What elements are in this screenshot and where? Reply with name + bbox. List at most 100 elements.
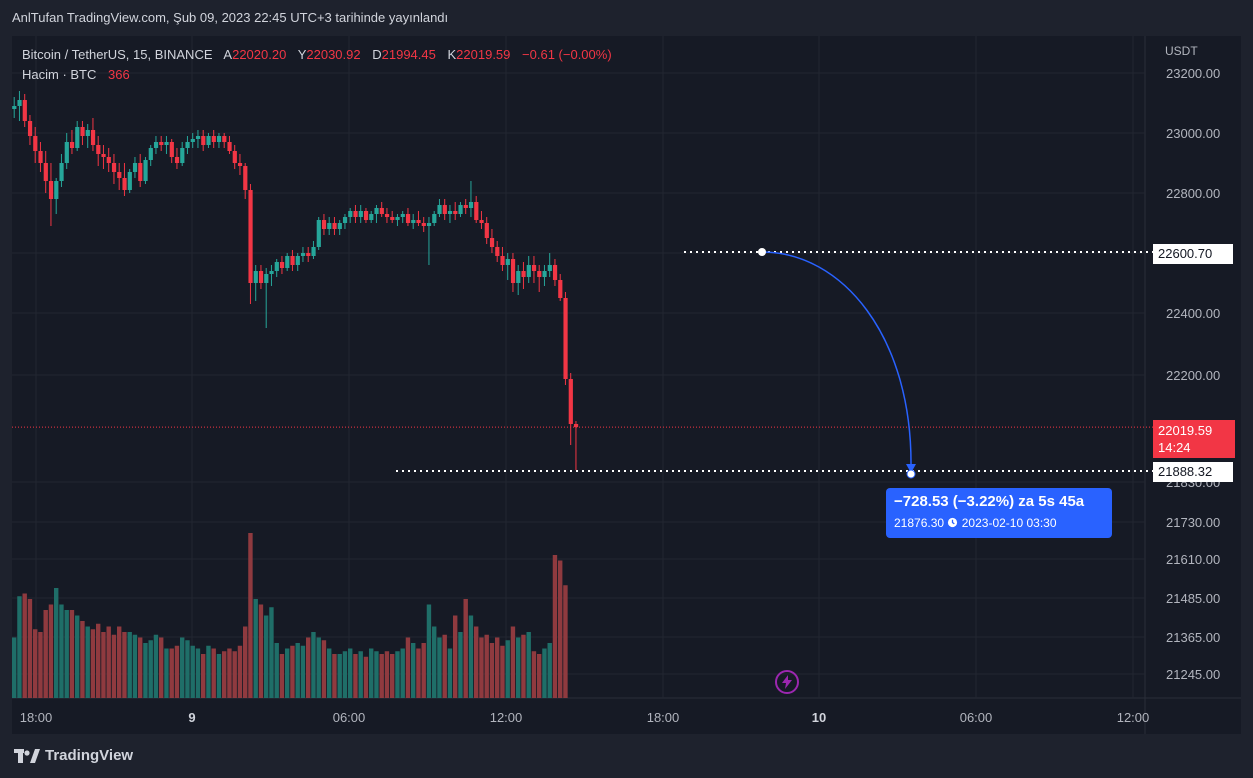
volume-bar — [505, 640, 510, 698]
volume-bar — [484, 634, 489, 698]
volume-bar — [22, 593, 27, 698]
volume-bar — [127, 632, 132, 698]
price-tag-lower: 21888.32 — [1153, 462, 1233, 482]
time-tick-label: 18:00 — [20, 710, 53, 725]
legend-volume-label[interactable]: Hacim · BTC — [22, 67, 97, 82]
candle-body — [117, 172, 122, 178]
candle-body — [169, 142, 174, 157]
candle-body — [59, 163, 64, 181]
time-tick-label: 9 — [188, 710, 195, 725]
candle-body — [426, 223, 432, 226]
volume-bar — [201, 654, 206, 698]
bar-countdown: 14:24 — [1158, 440, 1191, 455]
volume-bar — [43, 610, 48, 698]
lightning-icon[interactable] — [775, 670, 799, 694]
volume-bar — [400, 648, 405, 698]
volume-bar — [222, 651, 227, 698]
branding[interactable]: TradingView — [14, 747, 133, 764]
legend-close-label: K — [447, 47, 457, 62]
candle-body — [500, 256, 505, 265]
volume-bar — [463, 599, 468, 698]
candle-body — [48, 181, 54, 199]
measure-change: −728.53 (−3.22%) za 5s 45a — [894, 493, 1085, 510]
price-tick-label: 23000.00 — [1166, 126, 1220, 141]
price-tag-current: 22019.59 14:24 — [1153, 420, 1235, 458]
candle-body — [442, 205, 447, 214]
volume-bar — [516, 637, 521, 698]
candle-body — [216, 136, 222, 142]
volume-bar — [306, 637, 311, 698]
volume-bar — [363, 656, 369, 698]
volume-bar — [395, 651, 400, 698]
volume-bar — [358, 651, 363, 698]
volume-bar — [274, 643, 279, 698]
volume-bar — [279, 654, 285, 698]
volume-bar — [526, 632, 531, 698]
volume-bar — [342, 651, 348, 698]
volume-bar — [195, 648, 201, 698]
volume-bar — [290, 645, 295, 698]
volume-bar — [495, 637, 500, 698]
volume-bar — [169, 648, 174, 698]
legend-symbol[interactable]: Bitcoin / TetherUS, 15, BINANCE — [22, 47, 213, 62]
volume-bar — [237, 645, 243, 698]
volume-bar — [106, 626, 111, 698]
candle-body — [274, 262, 279, 271]
volume-bar — [521, 634, 526, 698]
candle-body — [463, 205, 468, 208]
time-tick-label: 12:00 — [490, 710, 523, 725]
price-tick-label: 22800.00 — [1166, 186, 1220, 201]
candle-body — [531, 265, 537, 271]
candle-body — [43, 163, 48, 181]
volume-bar — [143, 643, 148, 698]
legend-low-label: D — [372, 47, 382, 62]
volume-bar — [432, 626, 437, 698]
volume-bar — [468, 615, 474, 698]
volume-bar — [253, 599, 258, 698]
volume-bar — [421, 643, 426, 698]
price-tick-label: 21365.00 — [1166, 630, 1220, 645]
volume-bar — [295, 643, 300, 698]
candle-body — [64, 142, 69, 163]
candle-body — [85, 130, 90, 136]
candle-body — [111, 163, 117, 172]
candle-body — [495, 247, 500, 256]
volume-bar — [64, 610, 69, 698]
candle-body — [421, 223, 426, 226]
candle-body — [80, 127, 85, 136]
volume-bar — [54, 588, 59, 698]
candle-body — [510, 259, 516, 283]
chart-canvas[interactable]: 23200.0023000.0022800.0022600.0022400.00… — [12, 36, 1241, 734]
volume-bar — [337, 654, 342, 698]
chart-panel[interactable]: 23200.0023000.0022800.0022600.0022400.00… — [12, 36, 1241, 734]
measure-label[interactable]: −728.53 (−3.22%) za 5s 45a 21876.30 2023… — [886, 488, 1112, 538]
legend-close: 22019.59 — [456, 47, 511, 62]
legend-open: 22020.20 — [232, 47, 287, 62]
time-tick-label: 06:00 — [333, 710, 366, 725]
candle-body — [232, 151, 237, 163]
volume-bar — [90, 629, 96, 698]
candle-body — [432, 214, 437, 223]
candle-body — [12, 106, 17, 109]
candle-body — [248, 190, 253, 283]
candle-body — [185, 142, 190, 148]
volume-bar — [411, 643, 416, 698]
candle-body — [563, 298, 568, 379]
volume-bar — [563, 585, 568, 698]
volume-bar — [227, 648, 232, 698]
candle-body — [342, 217, 348, 223]
measure-arrowhead — [906, 464, 916, 473]
volume-bar — [69, 610, 75, 698]
candle-body — [358, 211, 363, 217]
volume-bar — [269, 607, 274, 698]
candle-body — [332, 223, 337, 229]
candle-body — [395, 217, 400, 220]
candle-body — [22, 100, 27, 121]
time-tick-label: 10 — [812, 710, 826, 725]
candle-body — [211, 136, 216, 142]
measure-end-point — [906, 469, 916, 479]
candle-body — [468, 202, 474, 208]
candle-body — [201, 136, 206, 145]
brand-name: TradingView — [45, 747, 134, 764]
